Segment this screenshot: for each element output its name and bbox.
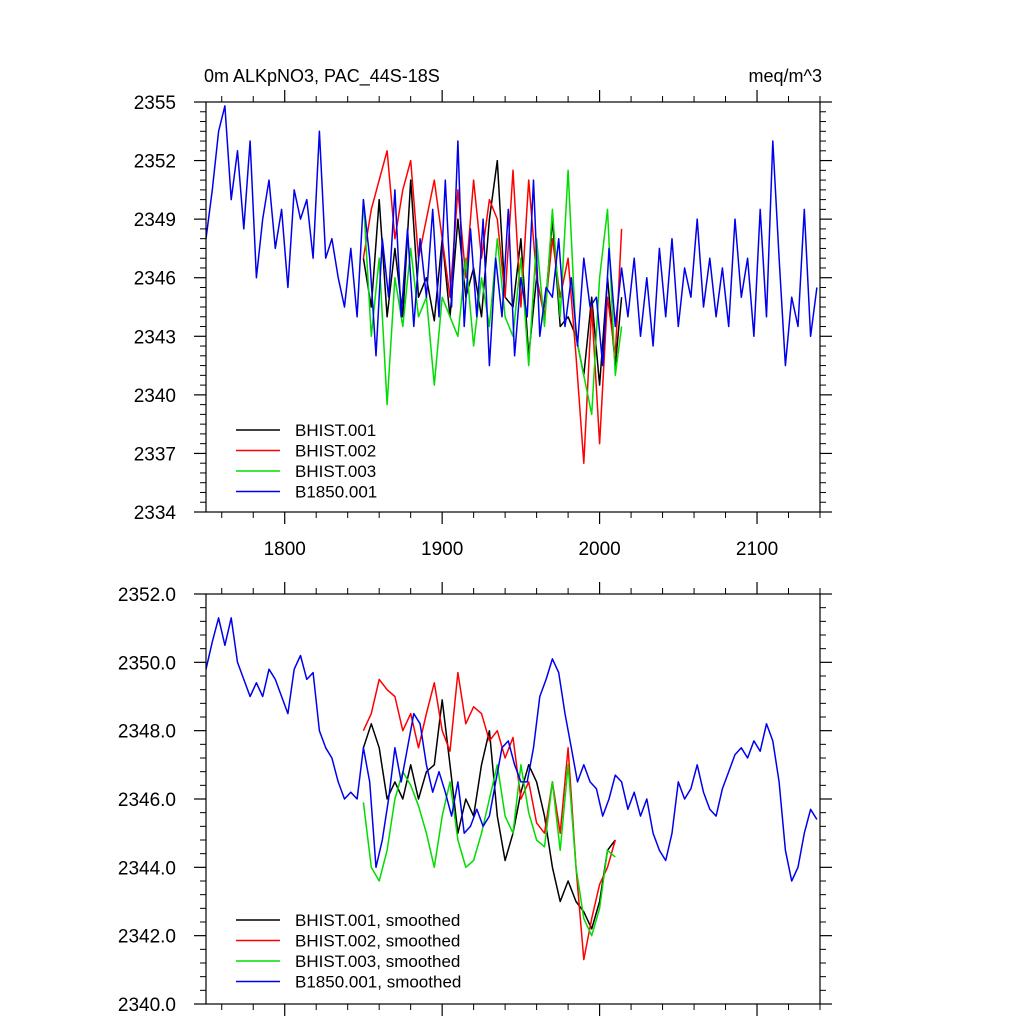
y-tick-label: 2350.0 bbox=[118, 653, 176, 674]
y-tick-label: 2348.0 bbox=[118, 722, 176, 743]
legend-label: BHIST.001 bbox=[295, 421, 376, 440]
x-tick-label: 1800 bbox=[264, 539, 306, 560]
series-line-0 bbox=[362, 699, 616, 930]
x-tick-label: 1900 bbox=[421, 539, 463, 560]
legend-label: BHIST.002 bbox=[295, 442, 376, 461]
series-line-2 bbox=[362, 764, 616, 937]
y-tick-label: 2355 bbox=[134, 93, 176, 114]
series-line-3 bbox=[205, 617, 818, 882]
top-chart: 0m ALKpNO3, PAC_44S-18S meq/m^3 1800 1900… bbox=[134, 66, 832, 560]
legend-label: BHIST.001, smoothed bbox=[295, 911, 460, 930]
y-tick-label: 2352 bbox=[134, 152, 176, 173]
series-line-1 bbox=[362, 150, 623, 464]
y-tick-label: 2352.0 bbox=[118, 585, 176, 606]
x-tick-label: 2000 bbox=[578, 539, 620, 560]
y-tick-label: 2343 bbox=[134, 327, 176, 348]
y-tick-label: 2334 bbox=[134, 503, 177, 524]
bottom-plot-lines bbox=[205, 617, 818, 961]
y-tick-label: 2340.0 bbox=[118, 995, 176, 1016]
y-tick-label: 2346.0 bbox=[118, 790, 176, 811]
top-axes: 1800 1900 2000 2100 2334 2337 2340 2343 2346 2349… bbox=[134, 90, 832, 560]
y-tick-label: 2344.0 bbox=[118, 858, 176, 879]
chart-title-right: meq/m^3 bbox=[749, 66, 822, 86]
bottom-legend: BHIST.001, smoothed BHIST.002, smoothedBH… bbox=[236, 911, 461, 992]
top-plot-lines bbox=[205, 105, 818, 464]
bottom-axes: 2340.0 2342.0 2344.0 2346.0 2348.0 2350.0 2352… bbox=[118, 582, 832, 1016]
legend-label: B1850.001, smoothed bbox=[295, 973, 461, 992]
legend-label: BHIST.002, smoothed bbox=[295, 932, 460, 951]
y-tick-label: 2346 bbox=[134, 269, 176, 290]
legend-label: BHIST.003 bbox=[295, 462, 376, 481]
legend-label: B1850.001 bbox=[295, 483, 377, 502]
x-tick-label: 2100 bbox=[736, 539, 778, 560]
chart-title-left: 0m ALKpNO3, PAC_44S-18S bbox=[204, 66, 440, 87]
legend-label: BHIST.003, smoothed bbox=[295, 952, 460, 971]
bottom-chart: 2340.0 2342.0 2344.0 2346.0 2348.0 2350.0 2352… bbox=[118, 582, 832, 1016]
y-tick-label: 2349 bbox=[134, 210, 176, 231]
series-line-2 bbox=[362, 169, 623, 416]
y-tick-label: 2342.0 bbox=[118, 927, 176, 948]
series-line-3 bbox=[205, 105, 818, 367]
y-tick-label: 2337 bbox=[134, 444, 176, 465]
y-tick-label: 2340 bbox=[134, 386, 176, 407]
